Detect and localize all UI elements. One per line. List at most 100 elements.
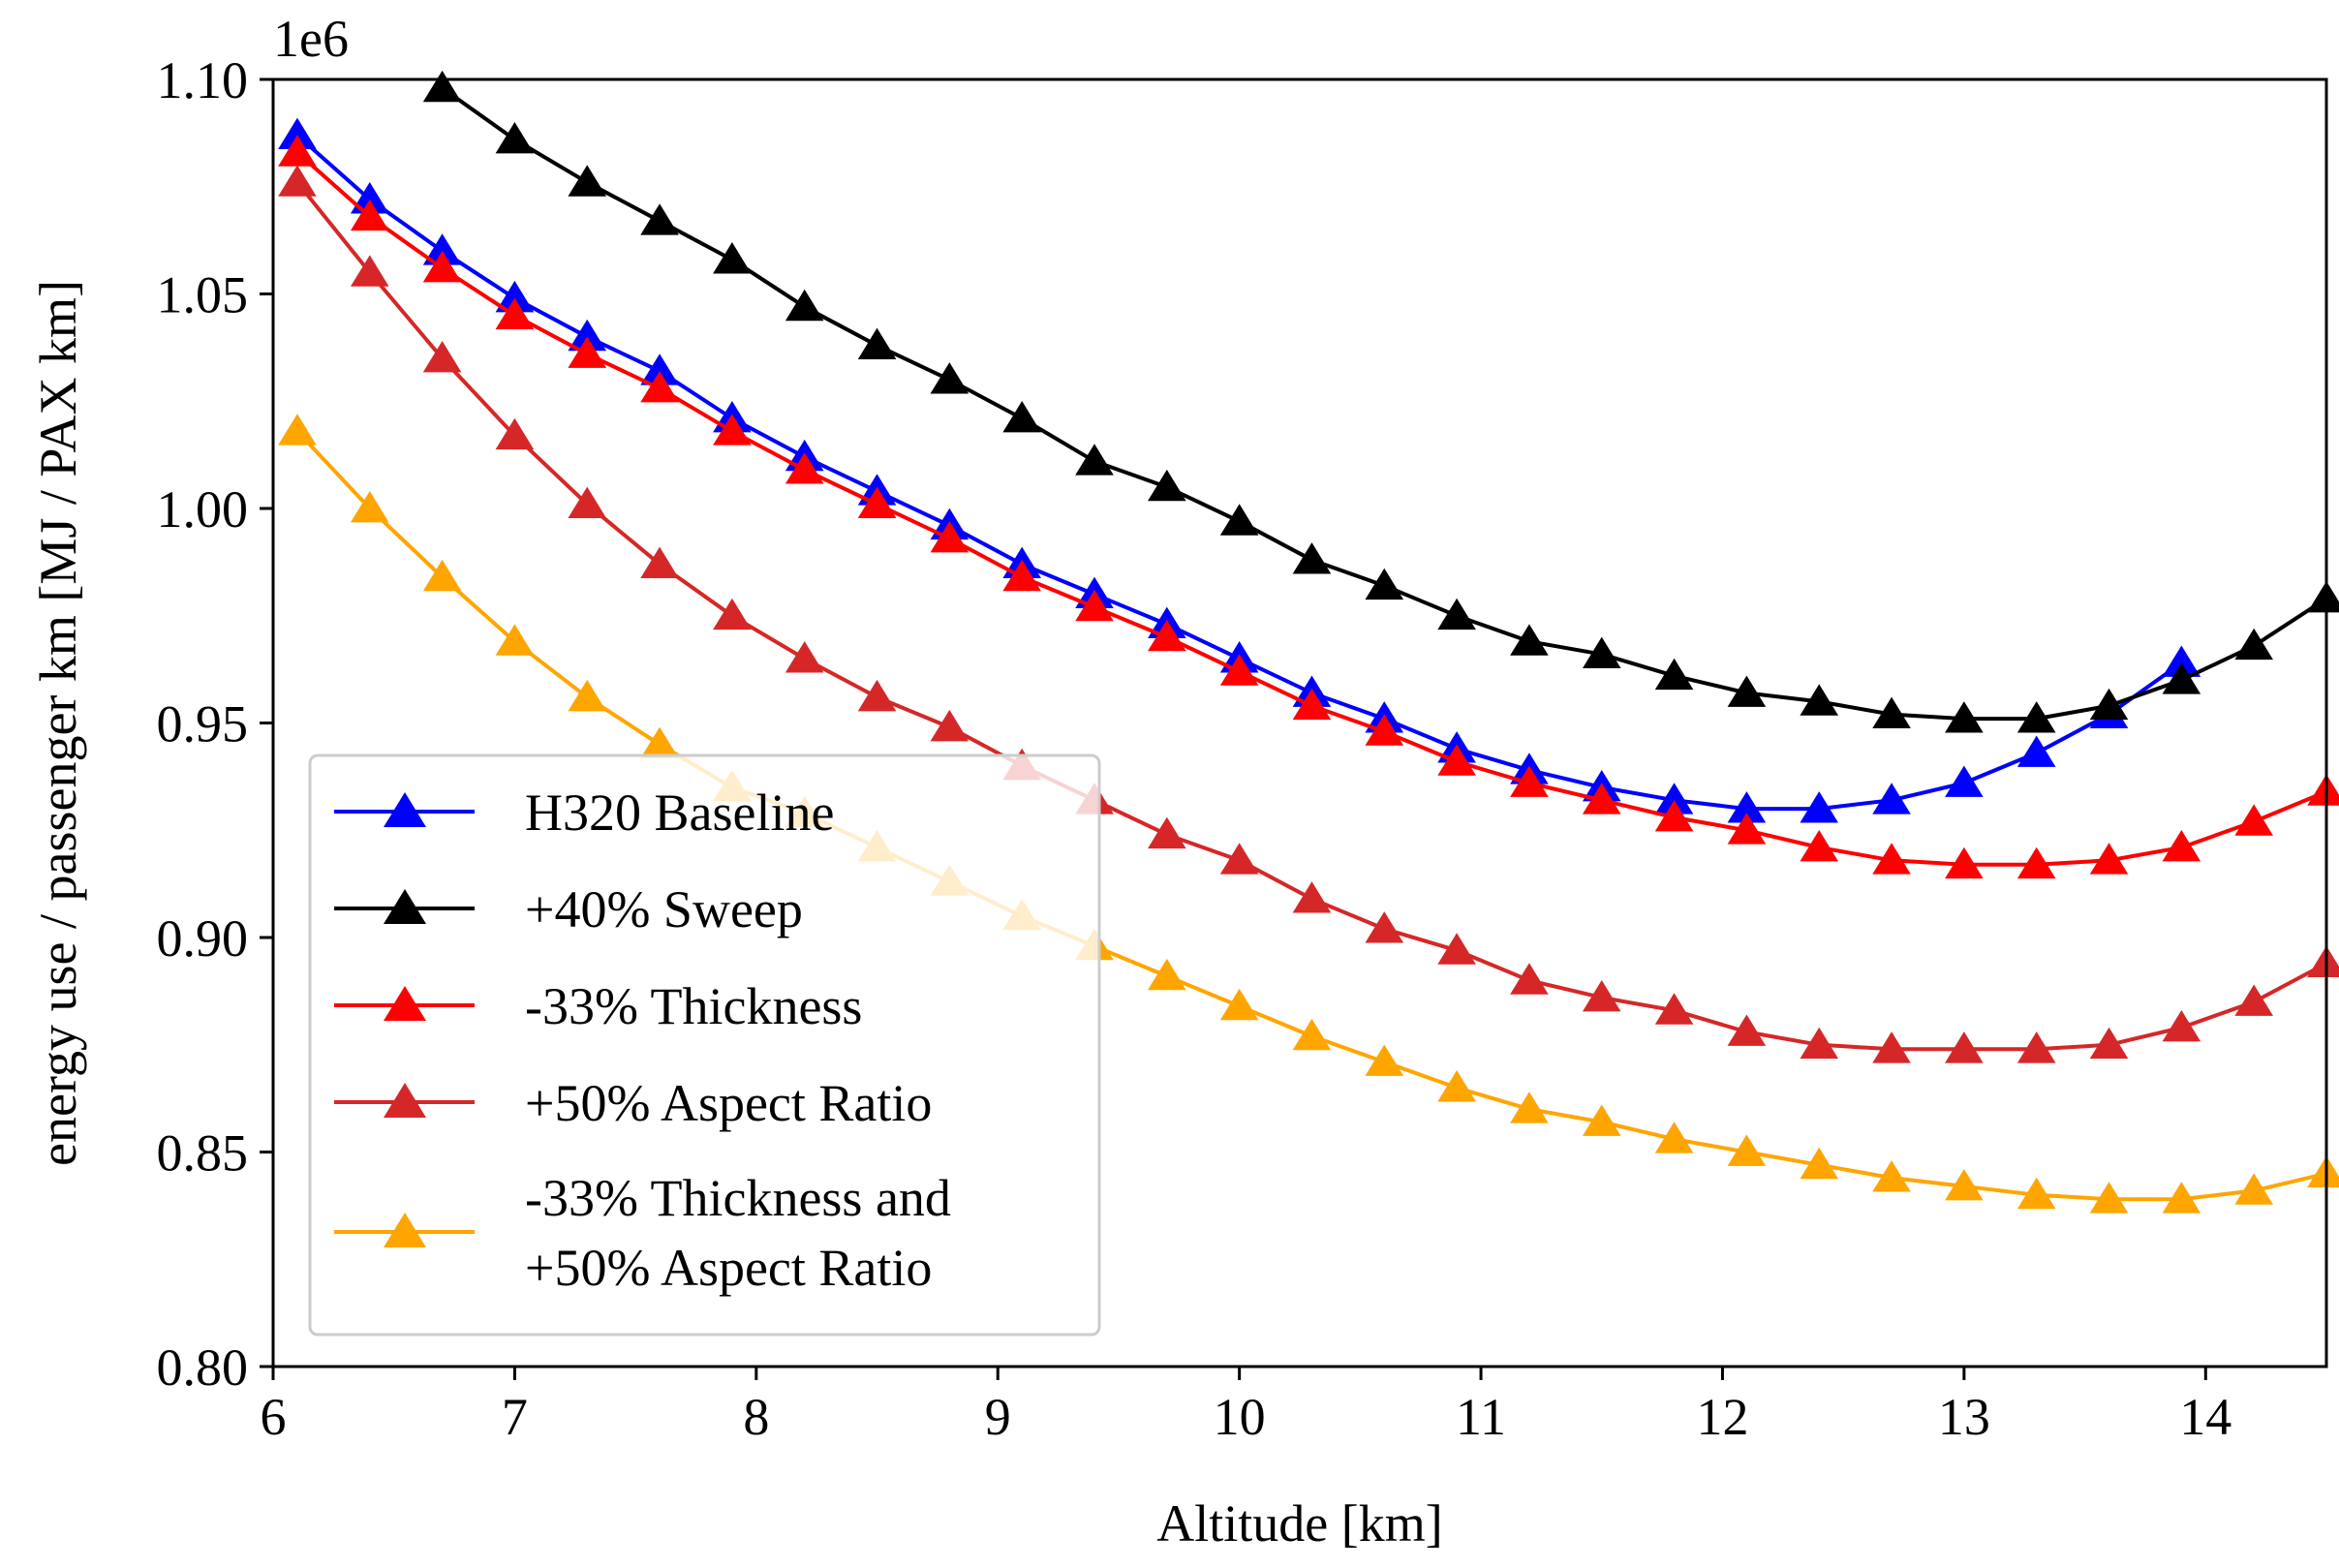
data-point [1437, 933, 1476, 965]
data-point [1727, 1134, 1767, 1166]
y-offset-text: 1e6 [273, 10, 349, 68]
legend-marker [384, 1213, 426, 1247]
data-point [1075, 589, 1114, 622]
data-point [1872, 696, 1911, 729]
data-point [640, 203, 679, 235]
data-point [1148, 816, 1186, 849]
data-point [568, 336, 607, 368]
data-point [568, 165, 607, 197]
data-point [1437, 598, 1476, 630]
data-point [930, 362, 969, 394]
data-point [1872, 783, 1911, 815]
series-4 [278, 414, 2339, 1214]
data-point [1292, 542, 1332, 574]
data-point [1148, 958, 1186, 991]
series-3 [278, 165, 2339, 1063]
data-point [1800, 684, 1839, 716]
data-point [495, 122, 535, 154]
legend-label: H320 Baseline [525, 784, 834, 842]
data-point [1800, 829, 1839, 862]
x-tick-label: 10 [1214, 1388, 1266, 1446]
data-point [2016, 1031, 2056, 1063]
data-point [568, 679, 607, 712]
legend-marker [384, 792, 426, 827]
data-point [2089, 688, 2129, 721]
data-point [2307, 1155, 2339, 1188]
data-point [422, 340, 462, 373]
data-point [2307, 945, 2339, 977]
data-point [2089, 1027, 2129, 1060]
data-point [1727, 813, 1767, 845]
data-point [1945, 846, 1984, 879]
data-point [1292, 881, 1332, 913]
data-point [422, 70, 462, 103]
data-point [422, 233, 462, 265]
data-point [1800, 791, 1839, 823]
y-axis-label: energy use / passenger km [MJ / PAX km] [29, 280, 87, 1166]
legend-item-4: -33% Thickness and +50% Aspect Ratio [334, 1169, 951, 1297]
data-point [2162, 662, 2201, 694]
data-point [930, 521, 969, 553]
data-point [1727, 675, 1767, 707]
data-point [1510, 765, 1549, 797]
data-point [1945, 1168, 1984, 1201]
data-point [1654, 799, 1694, 832]
data-point [1654, 783, 1694, 815]
x-tick-label: 7 [502, 1388, 528, 1446]
data-point [785, 452, 824, 484]
x-tick-label: 14 [2179, 1388, 2231, 1446]
data-point [1365, 568, 1404, 600]
data-point [2016, 846, 2056, 879]
data-point [2162, 1010, 2201, 1042]
data-point [1002, 559, 1041, 592]
data-point [1002, 400, 1041, 433]
data-point [713, 598, 752, 630]
data-point [1437, 1070, 1476, 1102]
x-tick-label: 12 [1696, 1388, 1748, 1446]
data-point [422, 250, 462, 283]
legend-item-2: -33% Thickness [334, 977, 862, 1035]
data-point [350, 255, 389, 287]
data-point [1219, 504, 1259, 536]
data-point [1148, 619, 1186, 652]
legend-frame [308, 753, 1101, 1337]
data-point [857, 679, 897, 712]
legend-item-3: +50% Aspect Ratio [334, 1074, 932, 1132]
axis-ticks: 6 7 8 9 10 11 12 13 14 0.80 0.85 0.90 0.95 1.00 1.05 1.… [157, 51, 2232, 1446]
data-point [278, 135, 317, 167]
data-point [2234, 628, 2273, 661]
data-point [1365, 1044, 1404, 1076]
data-point [350, 491, 389, 523]
data-point [278, 414, 317, 446]
data-point [2234, 804, 2273, 836]
data-point [1510, 1091, 1549, 1123]
data-point [1582, 1104, 1621, 1136]
data-point [1219, 988, 1259, 1021]
series-layer [278, 70, 2339, 1214]
data-point [2016, 701, 2056, 733]
y-tick-label: 0.95 [157, 695, 249, 753]
data-point [2307, 581, 2339, 613]
data-point [1365, 714, 1404, 746]
x-tick-label: 11 [1456, 1388, 1506, 1446]
y-tick-label: 0.90 [157, 909, 249, 968]
x-tick-label: 8 [743, 1388, 769, 1446]
data-point [495, 624, 535, 656]
series-2 [278, 135, 2339, 879]
data-point [350, 199, 389, 231]
data-point [1148, 469, 1186, 502]
data-point [495, 280, 535, 313]
data-point [857, 486, 897, 518]
legend-marker [384, 889, 426, 924]
legend-marker [384, 1083, 426, 1118]
data-point [1654, 993, 1694, 1025]
data-point [1292, 688, 1332, 721]
data-point [1582, 980, 1621, 1012]
data-point [2234, 1173, 2273, 1205]
data-point [2089, 1182, 2129, 1214]
data-point [1510, 963, 1549, 995]
data-point [640, 354, 679, 385]
data-point [2162, 645, 2201, 677]
legend: H320 Baseline +40% Sweep -33% Thickness +50… [308, 753, 1101, 1337]
